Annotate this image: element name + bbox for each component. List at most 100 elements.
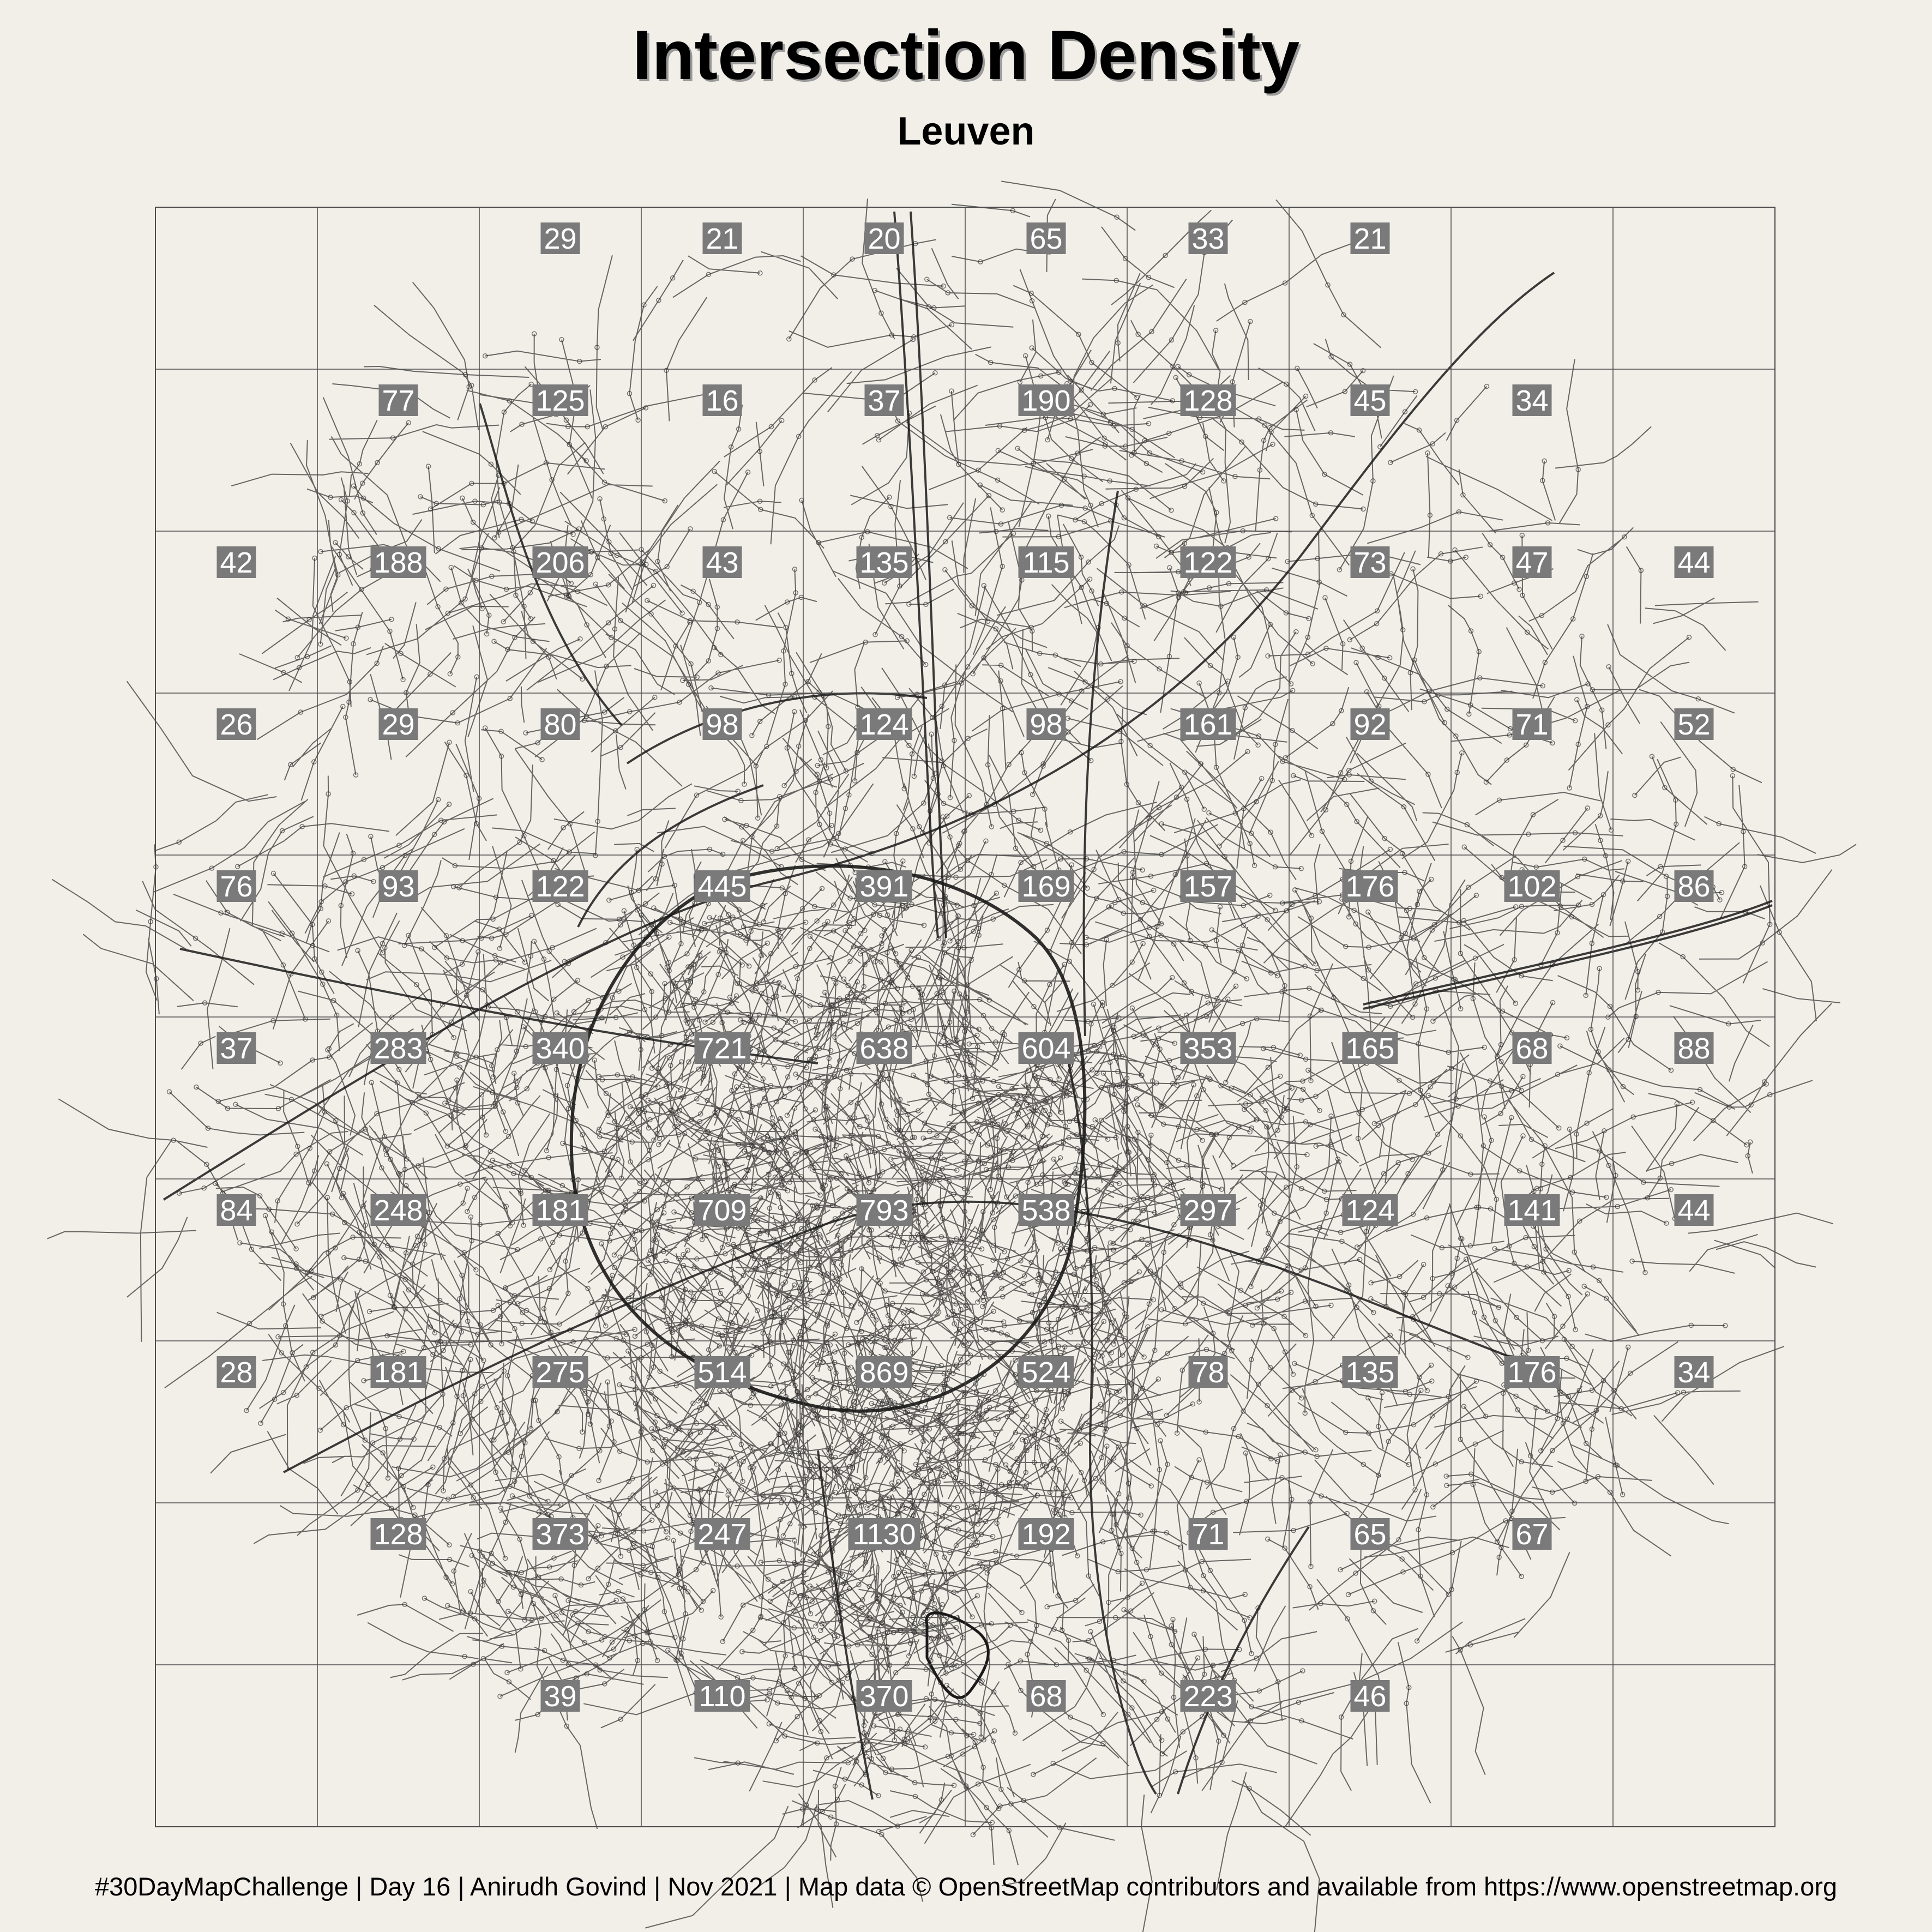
cell-count-box — [856, 1194, 912, 1226]
cell-count-label: 47 — [1512, 546, 1552, 579]
cell-count-text: 34 — [1515, 384, 1548, 417]
cell-count-text: 45 — [1353, 384, 1386, 417]
cell-count-box — [1342, 1356, 1398, 1388]
major-road — [1363, 904, 1773, 1010]
cell-count-label: 102 — [1504, 870, 1560, 903]
cell-count-label: 869 — [856, 1356, 912, 1389]
cell-count-label: 33 — [1188, 222, 1228, 255]
cell-count-text: 122 — [1183, 546, 1232, 579]
cell-count-text: 353 — [1183, 1032, 1232, 1065]
major-road — [162, 272, 1555, 1201]
cell-count-text: 181 — [374, 1356, 423, 1389]
cell-count-label: 98 — [1026, 708, 1066, 741]
cell-count-box — [532, 1518, 588, 1550]
cell-count-label: 721 — [694, 1032, 750, 1065]
cell-count-label: 176 — [1342, 870, 1398, 903]
cell-count-box — [1180, 384, 1236, 416]
cell-count-label: 122 — [1180, 546, 1236, 579]
major-road — [1177, 1526, 1310, 1795]
cell-count-label: 71 — [1512, 708, 1552, 741]
cell-count-box — [694, 870, 750, 902]
cell-count-text: 42 — [220, 546, 252, 579]
cell-count-label: 46 — [1350, 1680, 1390, 1713]
cell-count-box — [378, 384, 418, 416]
cell-count-box — [216, 1032, 256, 1064]
cell-count-box — [1512, 384, 1552, 416]
cell-count-text: 721 — [697, 1032, 747, 1065]
cell-count-box — [1342, 1032, 1398, 1064]
cell-count-box — [694, 1356, 750, 1388]
cell-count-text: 67 — [1515, 1518, 1548, 1551]
cell-count-box — [216, 1356, 256, 1388]
cell-count-label: 181 — [370, 1356, 426, 1389]
cell-count-box — [1180, 1032, 1236, 1064]
cell-count-text: 128 — [374, 1518, 423, 1551]
cell-count-box — [540, 708, 580, 740]
cell-count-label: 188 — [370, 546, 426, 579]
cell-count-text: 192 — [1021, 1518, 1070, 1551]
cell-count-text: 77 — [382, 384, 414, 417]
cell-count-label: 181 — [532, 1194, 588, 1227]
cell-count-label: 68 — [1512, 1032, 1552, 1065]
cell-count-text: 247 — [697, 1518, 747, 1551]
cell-count-text: 44 — [1677, 1194, 1710, 1227]
cell-count-text: 65 — [1030, 222, 1062, 255]
cell-count-label: 223 — [1180, 1680, 1236, 1713]
cell-count-text: 165 — [1345, 1032, 1394, 1065]
cell-count-text: 604 — [1021, 1032, 1070, 1065]
cell-count-box — [1504, 870, 1560, 902]
cell-count-text: 26 — [220, 708, 252, 741]
cell-count-label: 297 — [1180, 1194, 1236, 1227]
cell-count-text: 275 — [535, 1356, 585, 1389]
cell-count-box — [694, 1194, 750, 1226]
cell-count-label: 39 — [540, 1680, 580, 1713]
cell-count-text: 157 — [1183, 870, 1232, 903]
cell-count-text: 37 — [868, 384, 900, 417]
cell-count-text: 29 — [382, 708, 414, 741]
cell-count-box — [856, 1680, 912, 1712]
cell-count-box — [702, 384, 742, 416]
cell-count-text: 370 — [859, 1680, 908, 1713]
cell-count-box — [1504, 1356, 1560, 1388]
cell-count-label: 37 — [864, 384, 904, 417]
cell-count-label: 445 — [694, 870, 750, 903]
cell-count-box — [1188, 222, 1228, 254]
cell-count-text: 21 — [706, 222, 738, 255]
cell-count-box — [856, 1356, 912, 1388]
cell-count-label: 45 — [1350, 384, 1390, 417]
cell-count-label: 20 — [864, 222, 904, 255]
road-network — [47, 180, 1857, 1932]
cell-count-text: 46 — [1353, 1680, 1386, 1713]
cell-count-box — [1674, 546, 1714, 578]
cell-count-label: 43 — [702, 546, 742, 579]
cell-count-box — [378, 870, 418, 902]
cell-count-text: 102 — [1507, 870, 1556, 903]
map-title: Intersection Density — [632, 16, 1300, 94]
cell-count-text: 169 — [1021, 870, 1070, 903]
cell-count-label: 165 — [1342, 1032, 1398, 1065]
cell-count-text: 128 — [1183, 384, 1232, 417]
cell-count-box — [1026, 1680, 1066, 1712]
cell-count-text: 125 — [535, 384, 585, 417]
cell-count-text: 115 — [1022, 546, 1069, 579]
cell-count-box — [856, 708, 912, 740]
cell-count-label: 190 — [1018, 384, 1074, 417]
major-road — [910, 211, 947, 938]
cell-count-label: 88 — [1674, 1032, 1714, 1065]
cell-count-text: 373 — [535, 1518, 585, 1551]
cell-count-label: 78 — [1188, 1356, 1228, 1389]
map-caption: #30DayMapChallenge | Day 16 | Anirudh Go… — [94, 1872, 1838, 1901]
cell-count-box — [1350, 708, 1390, 740]
cell-count-label: 192 — [1018, 1518, 1074, 1551]
cell-count-label: 124 — [856, 708, 912, 741]
cell-count-text: 161 — [1183, 708, 1232, 741]
cell-count-text: 206 — [535, 546, 585, 579]
cell-count-text: 68 — [1515, 1032, 1548, 1065]
cell-count-box — [1674, 1032, 1714, 1064]
cell-count-box — [1350, 1680, 1390, 1712]
cell-count-box — [1674, 870, 1714, 902]
cell-count-box — [702, 222, 742, 254]
cell-count-text: 135 — [1345, 1356, 1394, 1389]
cell-count-label: 42 — [216, 546, 256, 579]
cell-count-box — [370, 1032, 426, 1064]
